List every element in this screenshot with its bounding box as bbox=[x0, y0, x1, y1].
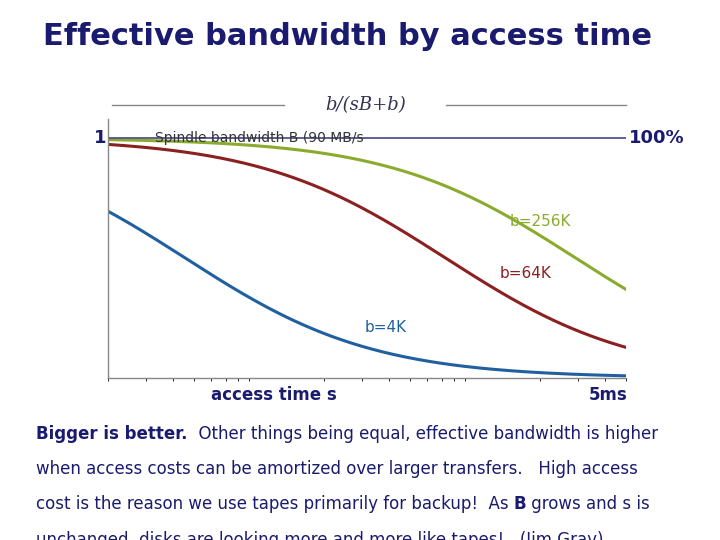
Text: Effective bandwidth by access time: Effective bandwidth by access time bbox=[43, 22, 652, 51]
Text: b=256K: b=256K bbox=[510, 214, 571, 229]
Text: Bigger is better.: Bigger is better. bbox=[36, 426, 187, 443]
Text: access time s: access time s bbox=[211, 386, 336, 404]
Text: b/(sB+b): b/(sB+b) bbox=[325, 96, 406, 114]
Text: Spindle bandwidth B (90 MB/s: Spindle bandwidth B (90 MB/s bbox=[155, 131, 364, 145]
Text: cost is the reason we use tapes primarily for backup!  As: cost is the reason we use tapes primaril… bbox=[36, 496, 514, 514]
Text: B: B bbox=[514, 496, 526, 514]
Text: Other things being equal, effective bandwidth is higher: Other things being equal, effective band… bbox=[187, 426, 657, 443]
Text: 1: 1 bbox=[94, 129, 107, 147]
Text: 100%: 100% bbox=[629, 129, 684, 147]
Text: unchanged, disks are looking more and more like tapes!   (Jim Gray): unchanged, disks are looking more and mo… bbox=[36, 530, 603, 540]
Text: when access costs can be amortized over larger transfers.   High access: when access costs can be amortized over … bbox=[36, 460, 638, 478]
Text: 5ms: 5ms bbox=[589, 386, 628, 404]
Text: b=4K: b=4K bbox=[365, 320, 407, 335]
Text: b=64K: b=64K bbox=[500, 266, 552, 281]
Text: grows and s is: grows and s is bbox=[526, 496, 650, 514]
